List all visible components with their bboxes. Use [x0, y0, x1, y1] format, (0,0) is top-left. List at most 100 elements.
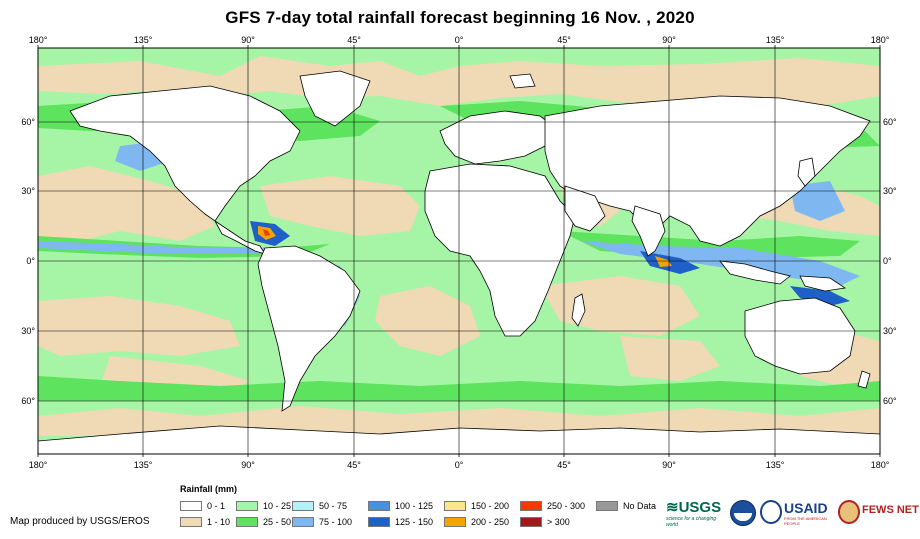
- legend-swatch: [180, 501, 202, 511]
- legend-label: 75 - 100: [319, 517, 353, 527]
- usgs-tagline: science for a changing world: [666, 516, 717, 528]
- map-frame: [38, 48, 880, 454]
- right-latitude-labels: 60° 30° 0° 30° 60°: [883, 117, 897, 406]
- legend-title: Rainfall (mm): [180, 484, 238, 494]
- legend-item: 50 - 75: [292, 500, 347, 512]
- lat-label: 30°: [21, 186, 35, 196]
- lat-label: 30°: [883, 186, 897, 196]
- legend-label: 100 - 125: [395, 501, 434, 511]
- logos: ≋USGS science for a changing world USAID…: [666, 498, 919, 530]
- legend-label: 150 - 200: [471, 501, 510, 511]
- legend-item: No Data: [596, 500, 656, 512]
- legend-label: 125 - 150: [395, 517, 434, 527]
- extreme-rain-core-regions: [263, 229, 270, 236]
- graticule-lines: [38, 48, 880, 454]
- europe: [439, 110, 561, 165]
- usaid-logo-text: USAID: [784, 500, 828, 516]
- lat-label: 0°: [26, 256, 35, 266]
- usgs-logo-text: ≋USGS: [666, 499, 722, 516]
- noaa-logo-icon: [730, 500, 756, 526]
- legend-label: > 300: [547, 517, 570, 527]
- new-guinea: [799, 275, 847, 292]
- lat-label: 30°: [883, 326, 897, 336]
- legend-item: 1 - 10: [180, 516, 230, 528]
- africa: [424, 163, 576, 337]
- fewsnet-globe-icon: [838, 500, 860, 524]
- lon-label: 135°: [134, 460, 153, 470]
- lon-label: 180°: [29, 36, 48, 45]
- lon-label: 45°: [347, 460, 361, 470]
- legend-swatch: [292, 501, 314, 511]
- rainfall-map: 180° 135° 90° 45° 0° 45° 90° 135° 180° 1…: [21, 36, 897, 470]
- legend-label: 10 - 25: [263, 501, 292, 511]
- legend-label: 200 - 250: [471, 517, 510, 527]
- lon-label: 135°: [134, 36, 153, 45]
- legend-swatch: [236, 501, 258, 511]
- lat-label: 60°: [21, 117, 35, 127]
- tick-marks: [37, 45, 881, 457]
- legend-swatch: [368, 517, 390, 527]
- north-america: [69, 85, 301, 222]
- lon-label: 180°: [29, 460, 48, 470]
- legend-swatch: [596, 501, 618, 511]
- legend-item: 25 - 50: [236, 516, 291, 528]
- fewsnet-logo-text: FEWS NET: [862, 504, 919, 516]
- map-title: GFS 7-day total rainfall forecast beginn…: [225, 8, 695, 27]
- legend-label: 25 - 50: [263, 517, 292, 527]
- arabian-peninsula: [564, 185, 606, 232]
- legend-item: 150 - 200: [444, 500, 509, 512]
- legend-swatch: [444, 517, 466, 527]
- legend-swatch: [236, 517, 258, 527]
- legend-item: 125 - 150: [368, 516, 433, 528]
- usaid-seal-icon: [760, 500, 782, 524]
- legend-swatch: [180, 517, 202, 527]
- top-longitude-labels: 180° 135° 90° 45° 0° 45° 90° 135° 180°: [29, 36, 890, 45]
- lat-label: 0°: [883, 256, 892, 266]
- greenland: [299, 70, 371, 127]
- lat-label: 60°: [883, 396, 897, 406]
- lon-label: 90°: [241, 36, 255, 45]
- lat-label: 30°: [21, 326, 35, 336]
- lon-label: 180°: [871, 36, 890, 45]
- legend-swatch: [520, 501, 542, 511]
- lon-label: 135°: [766, 36, 785, 45]
- lon-label: 45°: [557, 36, 571, 45]
- legend-item: 75 - 100: [292, 516, 352, 528]
- legend-swatch: [520, 517, 542, 527]
- legend-item: 100 - 125: [368, 500, 433, 512]
- legend-item: 250 - 300: [520, 500, 585, 512]
- bottom-longitude-labels: 180° 135° 90° 45° 0° 45° 90° 135° 180°: [29, 460, 890, 470]
- legend-item: 10 - 25: [236, 500, 291, 512]
- lon-label: 0°: [455, 36, 464, 45]
- usaid-logo: USAID FROM THE AMERICAN PEOPLE: [784, 500, 836, 528]
- legend-label: 50 - 75: [319, 501, 348, 511]
- usgs-logo: ≋USGS science for a changing world: [666, 499, 726, 529]
- lon-label: 90°: [241, 460, 255, 470]
- legend-label: 0 - 1: [207, 501, 226, 511]
- indonesia: [719, 260, 791, 285]
- madagascar: [571, 293, 586, 327]
- legend-label: No Data: [623, 501, 657, 511]
- usaid-tagline: FROM THE AMERICAN PEOPLE: [784, 516, 827, 526]
- lon-label: 45°: [557, 460, 571, 470]
- lon-label: 45°: [347, 36, 361, 45]
- lon-label: 180°: [871, 460, 890, 470]
- credit-text: Map produced by USGS/EROS: [10, 516, 150, 527]
- legend-label: 1 - 10: [207, 517, 231, 527]
- lon-label: 0°: [455, 460, 464, 470]
- lon-label: 135°: [766, 460, 785, 470]
- lon-label: 90°: [662, 36, 676, 45]
- legend-item: 200 - 250: [444, 516, 509, 528]
- south-america: [257, 245, 361, 412]
- new-zealand: [857, 370, 871, 389]
- left-latitude-labels: 60° 30° 0° 30° 60°: [21, 117, 35, 406]
- legend-swatch: [368, 501, 390, 511]
- arctic-islands: [509, 73, 536, 89]
- legend-swatch: [444, 501, 466, 511]
- lat-label: 60°: [21, 396, 35, 406]
- lat-label: 60°: [883, 117, 897, 127]
- lon-label: 90°: [662, 460, 676, 470]
- legend-item: > 300: [520, 516, 570, 528]
- legend-swatch: [292, 517, 314, 527]
- australia: [744, 297, 856, 375]
